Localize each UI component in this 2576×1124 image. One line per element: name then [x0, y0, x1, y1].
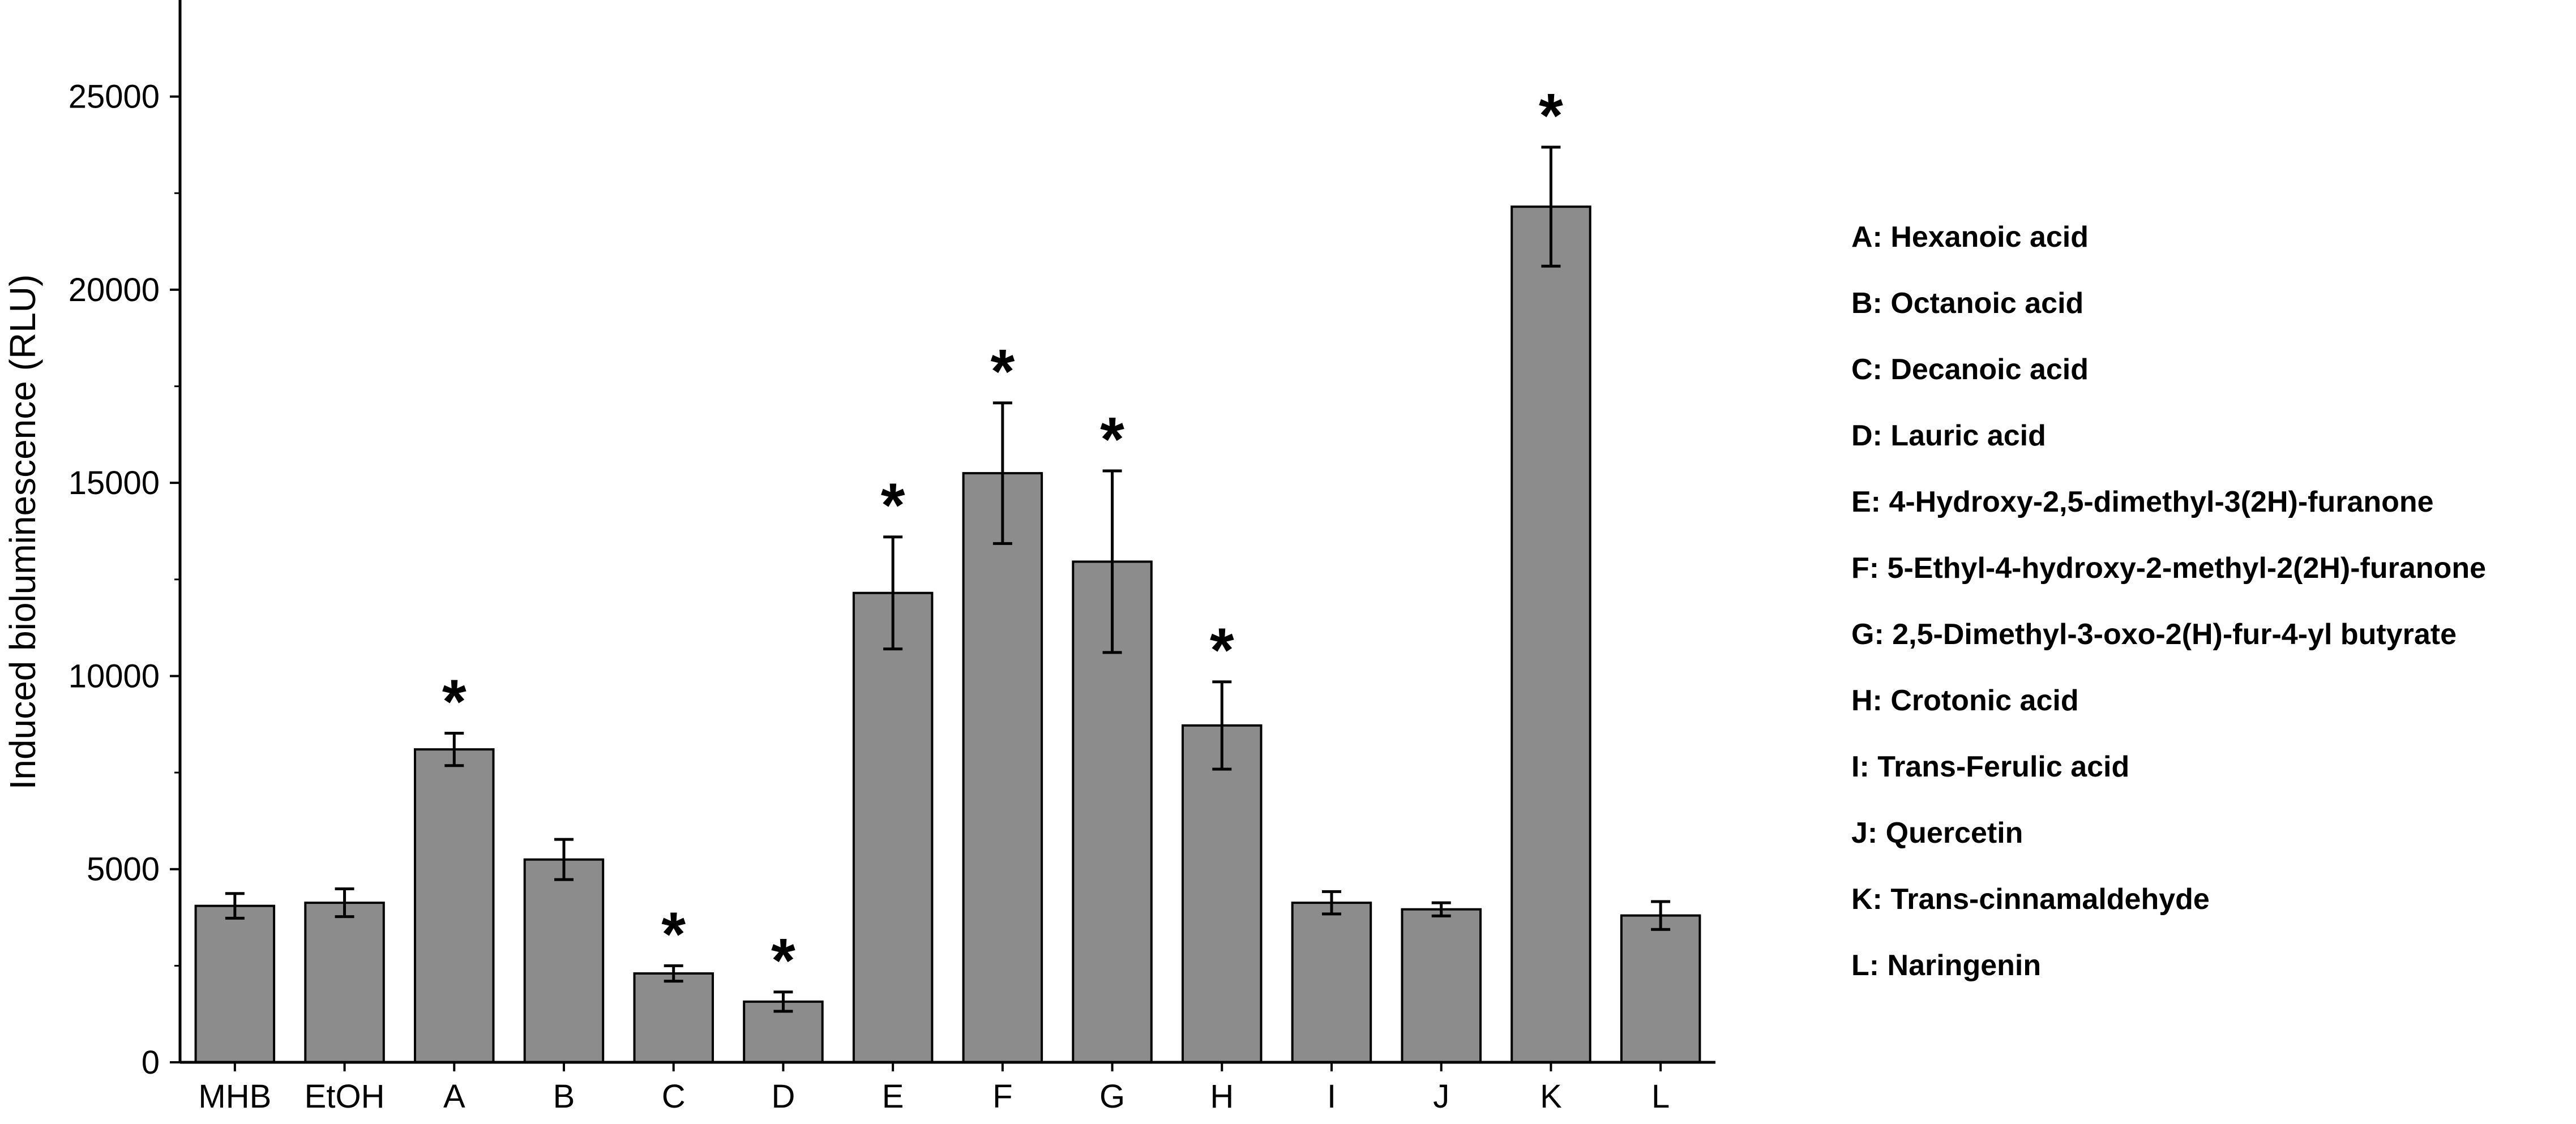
significance-star: *	[442, 667, 467, 737]
x-tick-label: E	[882, 1078, 904, 1115]
legend-entry: F: 5-Ethyl-4-hydroxy-2-methyl-2(2H)-fura…	[1851, 552, 2486, 585]
x-tick-label: K	[1540, 1078, 1562, 1115]
bar	[304, 902, 385, 1063]
bar	[1620, 914, 1701, 1063]
bar	[194, 904, 276, 1063]
legend-entry: H: Crotonic acid	[1851, 684, 2079, 717]
legend: A: Hexanoic acid B: Octanoic acid C: Decan…	[1851, 218, 2486, 1013]
bar	[852, 591, 934, 1063]
error-bars-layer	[225, 145, 1671, 1013]
bar	[523, 858, 605, 1063]
y-tick-label: 5000	[87, 851, 160, 888]
y-tick-label: 15000	[69, 465, 160, 501]
legend-entry: D: Lauric acid	[1851, 419, 2046, 452]
significance-star: *	[881, 471, 905, 540]
x-tick-label: F	[992, 1078, 1012, 1115]
bar	[1182, 724, 1263, 1064]
bar	[633, 972, 714, 1063]
significance-star: *	[1539, 81, 1563, 151]
legend-entry: J: Quercetin	[1851, 817, 2023, 850]
legend-entry: E: 4-Hydroxy-2,5-dimethyl-3(2H)-furanone	[1851, 486, 2434, 518]
x-tick-label: D	[771, 1078, 795, 1115]
bar	[1401, 908, 1482, 1063]
x-tick-label: J	[1433, 1078, 1449, 1115]
significance-star: *	[990, 337, 1015, 406]
x-tick-label: I	[1327, 1078, 1336, 1115]
legend-entry: L: Naringenin	[1851, 949, 2042, 982]
legend-entry: A: Hexanoic acid	[1851, 221, 2089, 254]
x-tick-label: A	[443, 1078, 465, 1115]
significance-star: *	[661, 899, 686, 969]
significance-layer: * * * * * * * *	[442, 81, 1563, 996]
y-tick-label: 0	[142, 1044, 160, 1081]
x-tick-label: L	[1651, 1078, 1670, 1115]
x-tick-label: G	[1099, 1078, 1125, 1115]
y-tick-label: 25000	[69, 79, 160, 115]
y-tick-label: 10000	[69, 658, 160, 694]
legend-entry: B: Octanoic acid	[1851, 287, 2084, 320]
y-tick-label: 20000	[69, 272, 160, 308]
legend-entry: K: Trans-cinnamaldehyde	[1851, 883, 2210, 916]
bar	[1291, 902, 1372, 1063]
significance-star: *	[1210, 616, 1234, 685]
bars-layer	[194, 205, 1701, 1064]
x-tick-label: MHB	[198, 1078, 271, 1115]
y-axis-title: Induced bioluminescence (RLU)	[2, 274, 43, 790]
legend-entry: I: Trans-Ferulic acid	[1851, 750, 2130, 783]
axes-layer: MHB EtOH A B C D E F G H I J K L 0 5000 10000 15000 20000 2…	[69, 0, 1715, 1115]
bar	[1510, 205, 1591, 1064]
x-tick-label: H	[1210, 1078, 1234, 1115]
x-tick-label: C	[662, 1078, 686, 1115]
x-tick-label: EtOH	[305, 1078, 385, 1115]
significance-star: *	[771, 926, 795, 996]
x-tick-label: B	[553, 1078, 575, 1115]
bar	[414, 748, 495, 1063]
significance-star: *	[1100, 405, 1124, 474]
bar	[962, 472, 1043, 1063]
legend-entry: C: Decanoic acid	[1851, 353, 2089, 386]
legend-entry: G: 2,5-Dimethyl-3-oxo-2(H)-fur-4-yl buty…	[1851, 618, 2457, 651]
